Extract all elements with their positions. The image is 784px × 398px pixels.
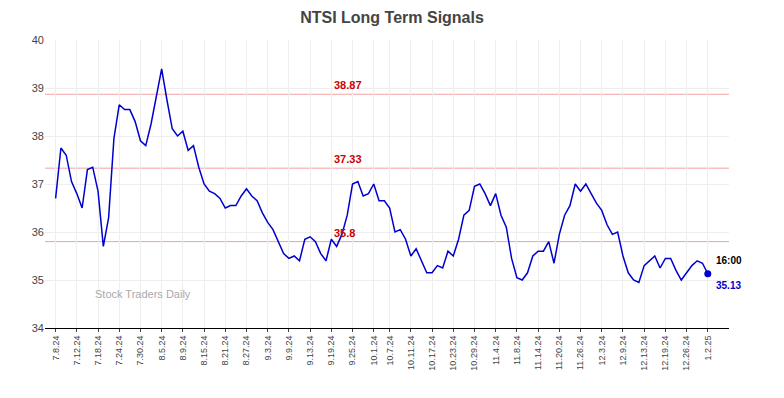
svg-text:10.17.24: 10.17.24: [427, 336, 437, 371]
svg-text:12.9.24: 12.9.24: [618, 336, 628, 366]
svg-text:8.15.24: 8.15.24: [199, 336, 209, 366]
svg-text:8.9.24: 8.9.24: [178, 336, 188, 361]
svg-text:10.29.24: 10.29.24: [469, 336, 479, 371]
svg-text:12.3.24: 12.3.24: [597, 336, 607, 366]
svg-text:38: 38: [32, 130, 44, 142]
svg-text:11.14.24: 11.14.24: [533, 336, 543, 370]
svg-text:8.21.24: 8.21.24: [220, 336, 230, 366]
svg-text:Stock Traders Daily: Stock Traders Daily: [95, 288, 191, 300]
svg-text:7.12.24: 7.12.24: [72, 336, 82, 366]
svg-text:7.24.24: 7.24.24: [114, 336, 124, 366]
svg-text:9.19.24: 9.19.24: [326, 336, 336, 366]
svg-text:16:00: 16:00: [716, 255, 742, 266]
svg-text:38.87: 38.87: [334, 79, 362, 91]
svg-text:11.4.24: 11.4.24: [491, 336, 501, 365]
svg-text:9.9.24: 9.9.24: [284, 336, 294, 361]
svg-text:12.13.24: 12.13.24: [639, 336, 649, 371]
svg-text:9.13.24: 9.13.24: [305, 336, 315, 366]
svg-text:35.8: 35.8: [334, 227, 355, 239]
svg-text:39: 39: [32, 82, 44, 94]
svg-text:10.23.24: 10.23.24: [448, 336, 458, 371]
svg-text:10.1.24: 10.1.24: [369, 336, 379, 366]
svg-text:37.33: 37.33: [334, 153, 362, 165]
svg-text:12.19.24: 12.19.24: [660, 336, 670, 371]
svg-text:9.3.24: 9.3.24: [263, 336, 273, 361]
svg-text:10.11.24: 10.11.24: [406, 336, 416, 370]
svg-text:1.2.25: 1.2.25: [703, 336, 713, 361]
svg-text:11.8.24: 11.8.24: [512, 336, 522, 365]
svg-text:8.5.24: 8.5.24: [157, 336, 167, 361]
svg-text:7.30.24: 7.30.24: [135, 336, 145, 366]
svg-text:40: 40: [32, 34, 44, 46]
svg-text:34: 34: [32, 322, 44, 334]
svg-text:36: 36: [32, 226, 44, 238]
svg-text:35: 35: [32, 274, 44, 286]
svg-text:11.26.24: 11.26.24: [575, 336, 585, 370]
svg-text:NTSI Long Term Signals: NTSI Long Term Signals: [300, 9, 484, 26]
svg-text:7.8.24: 7.8.24: [51, 336, 61, 361]
svg-text:37: 37: [32, 178, 44, 190]
svg-text:7.18.24: 7.18.24: [93, 336, 103, 366]
svg-text:10.7.24: 10.7.24: [385, 336, 395, 366]
svg-text:11.20.24: 11.20.24: [554, 336, 564, 370]
svg-text:9.25.24: 9.25.24: [347, 336, 357, 366]
svg-text:12.26.24: 12.26.24: [682, 336, 692, 371]
svg-text:8.27.24: 8.27.24: [241, 336, 251, 366]
svg-text:35.13: 35.13: [716, 280, 741, 291]
